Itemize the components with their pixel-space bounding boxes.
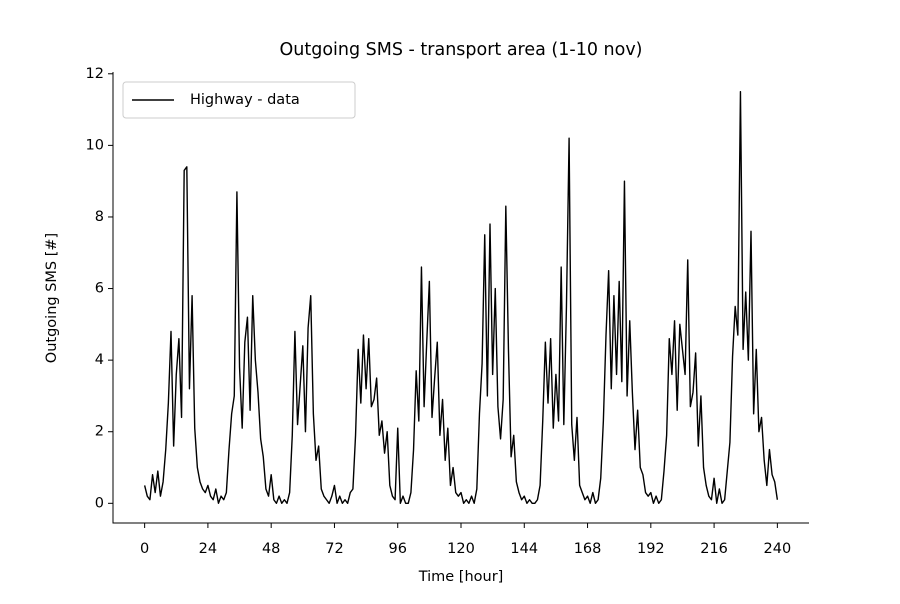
data-line [143,90,779,505]
y-tick-label: 12 [86,66,104,82]
y-tick-label: 2 [95,424,104,440]
x-tick-label: 0 [140,541,149,557]
x-tick-label: 240 [764,541,792,557]
y-tick-label: 4 [95,352,104,368]
x-tick-label: 192 [637,541,665,557]
x-tick-label: 96 [389,541,407,557]
y-tick-label: 0 [95,495,104,511]
legend-box [122,81,356,119]
x-tick-label: 120 [447,541,475,557]
legend-label: Highway - data [190,92,300,108]
x-tick-label: 24 [199,541,217,557]
y-tick-label: 10 [86,137,104,153]
x-tick-label: 168 [574,541,602,557]
x-tick-label: 144 [510,541,538,557]
y-tick-label: 6 [95,281,104,297]
chart-title: Outgoing SMS - transport area (1-10 nov) [279,40,642,60]
y-tick-label: 8 [95,209,104,225]
x-tick-label: 48 [262,541,280,557]
x-tick-label: 72 [325,541,343,557]
x-tick-label: 216 [700,541,728,557]
x-axis-label: Time [hour] [418,569,504,585]
y-axis-label: Outgoing SMS [#] [44,233,60,363]
